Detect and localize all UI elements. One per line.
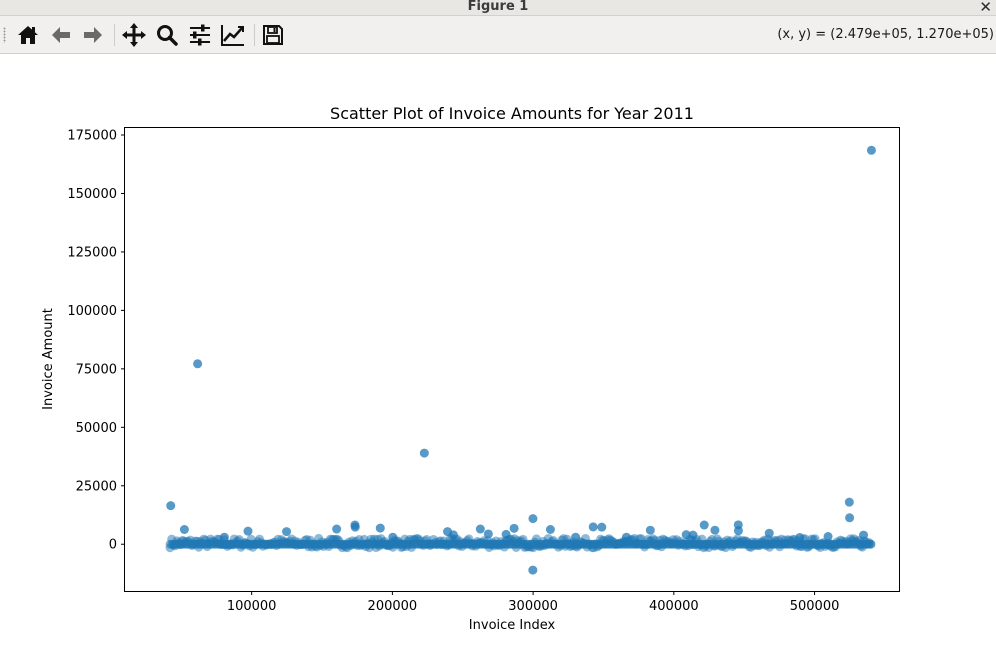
data-point: [350, 522, 360, 532]
data-point: [844, 497, 854, 507]
data-point: [475, 524, 485, 534]
data-point: [375, 523, 385, 533]
data-point: [621, 532, 631, 542]
data-point: [166, 501, 176, 511]
move-icon: [122, 23, 146, 47]
data-point: [388, 532, 398, 542]
x-tick-label: 400000: [649, 599, 699, 614]
data-point: [645, 525, 655, 535]
arrow-left-icon: [52, 27, 70, 43]
y-axis-label: Invoice Amount: [41, 308, 56, 410]
y-tick-label: 150000: [67, 187, 117, 202]
data-point: [528, 565, 538, 575]
y-tick-label: 175000: [67, 129, 117, 144]
arrow-right-icon: [84, 27, 102, 43]
data-point: [764, 528, 774, 538]
data-point: [688, 530, 698, 540]
home-button[interactable]: [14, 21, 42, 49]
magnifier-icon: [157, 25, 178, 46]
data-point: [332, 524, 342, 534]
line-chart-icon: [221, 25, 244, 46]
sliders-icon: [190, 24, 210, 46]
navigation-toolbar: (x, y) = (2.479e+05, 1.270e+05): [0, 16, 996, 54]
data-point: [710, 525, 720, 535]
x-tick-label: 100000: [227, 599, 277, 614]
chart-title: Scatter Plot of Invoice Amounts for Year…: [330, 104, 694, 123]
x-tick-label: 300000: [508, 599, 558, 614]
edit-axis-button[interactable]: [219, 21, 247, 49]
scatter-chart[interactable]: 100000 200000 300000 400000 500000 0 25000 500…: [0, 54, 996, 651]
window-title: Figure 1: [467, 0, 529, 14]
figure-canvas[interactable]: 100000 200000 300000 400000 500000 0 25000 500…: [0, 54, 996, 651]
x-tick-label: 500000: [790, 599, 840, 614]
data-point: [699, 520, 709, 530]
data-point: [845, 513, 855, 523]
data-point: [733, 526, 743, 536]
toolbar-grip-icon[interactable]: [3, 27, 6, 43]
data-point: [509, 523, 519, 533]
data-point: [795, 532, 805, 542]
floppy-disk-icon: [263, 25, 283, 45]
data-point: [282, 527, 292, 537]
data-point: [483, 529, 493, 539]
x-axis-ticks: 100000 200000 300000 400000 500000: [227, 591, 840, 614]
y-axis-ticks: 0 25000 50000 75000 100000 125000 150000 175000: [67, 129, 125, 553]
x-axis-label: Invoice Index: [469, 618, 556, 633]
forward-button[interactable]: [79, 21, 107, 49]
toolbar-separator: [114, 24, 115, 46]
data-point: [866, 539, 876, 549]
pan-button[interactable]: [120, 21, 148, 49]
data-point: [681, 530, 691, 540]
toolbar-separator: [254, 24, 255, 46]
data-point: [528, 514, 538, 524]
axes-frame: [124, 127, 900, 592]
y-tick-label: 100000: [67, 304, 117, 319]
title-bar: Figure 1 ✕: [0, 0, 996, 16]
data-point: [588, 522, 598, 532]
data-point: [501, 529, 511, 539]
data-point: [219, 532, 229, 542]
data-point: [179, 525, 189, 535]
data-point: [571, 532, 581, 542]
data-point: [193, 359, 203, 369]
x-tick-label: 200000: [368, 599, 418, 614]
data-point: [448, 530, 458, 540]
scatter-points: [165, 145, 876, 575]
cursor-coordinates: (x, y) = (2.479e+05, 1.270e+05): [777, 27, 994, 42]
zoom-button[interactable]: [153, 21, 181, 49]
y-tick-label: 75000: [76, 362, 117, 377]
data-point: [545, 525, 555, 535]
data-point: [419, 448, 429, 458]
data-point: [866, 145, 876, 155]
back-button[interactable]: [47, 21, 75, 49]
y-tick-label: 50000: [76, 421, 117, 436]
data-point: [597, 522, 607, 532]
data-point: [859, 530, 869, 540]
close-icon[interactable]: ✕: [979, 0, 992, 16]
data-point: [243, 526, 253, 536]
configure-subplots-button[interactable]: [186, 21, 214, 49]
y-tick-label: 0: [109, 538, 117, 553]
y-tick-label: 125000: [67, 245, 117, 260]
y-tick-label: 25000: [76, 479, 117, 494]
home-icon: [18, 26, 38, 44]
save-button[interactable]: [259, 21, 287, 49]
data-point: [823, 532, 833, 542]
